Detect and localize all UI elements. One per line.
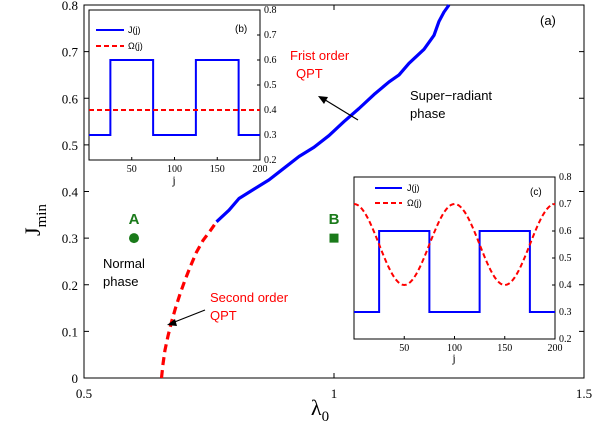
inset-b-x-tick-label: 150 (210, 164, 225, 175)
second-order-label-line1: Second order (210, 290, 289, 305)
main-y-tick-label: 0.2 (62, 278, 78, 293)
legend-c-label-1: J(j) (407, 183, 420, 193)
main-y-tick-label: 0 (72, 371, 79, 386)
inset-b-legend: J(j) Ω(j) (96, 25, 143, 51)
main-y-tick-label: 0.8 (62, 0, 78, 13)
inset-c-y-tick-label: 0.3 (559, 307, 572, 318)
inset-c-x-tick-label: 200 (548, 343, 563, 354)
inset-b-y-tick-label: 0.4 (264, 105, 277, 116)
inset-b-y-tick-label: 0.6 (264, 55, 277, 66)
first-order-label-line2: QPT (296, 66, 323, 81)
x-axis-label-sub: 0 (322, 409, 330, 425)
inset-c-y-tick-label: 0.5 (559, 253, 572, 264)
normal-phase-line2: phase (103, 274, 138, 289)
point-a-marker (129, 233, 139, 244)
inset-b-x-tick-label: 100 (167, 164, 182, 175)
inset-c-x-tick-label: 100 (447, 343, 462, 354)
inset-c-legend: J(j) Ω(j) (375, 183, 422, 208)
main-x-tick-label: 0.5 (76, 386, 92, 401)
y-axis-label-sub: min (34, 204, 50, 228)
point-b-marker (329, 233, 339, 243)
inset-c-y-tick-label: 0.4 (559, 280, 572, 291)
legend-b-label-1: J(j) (128, 25, 141, 35)
main-y-tick-label: 0.3 (62, 231, 78, 246)
main-y-tick-label: 0.1 (62, 324, 78, 339)
second-order-label-line2: QPT (210, 308, 237, 323)
main-x-tick-label: 1 (331, 386, 338, 401)
panel-b-tag: (b) (235, 24, 247, 35)
inset-b-y-tick-label: 0.2 (264, 155, 277, 166)
second-order-curve (159, 220, 218, 379)
inset-b-y-tick-label: 0.5 (264, 80, 277, 91)
inset-c-y-tick-label: 0.6 (559, 226, 572, 237)
main-y-tick-label: 0.5 (62, 138, 78, 153)
second-order-arrow-line (171, 309, 206, 324)
inset-c-j-curve (354, 230, 555, 313)
point-b-label: B (329, 211, 340, 228)
y-axis-label: Jmin (20, 204, 50, 236)
inset-b-xlabel: j (171, 173, 175, 187)
main-y-tick-label: 0.6 (62, 91, 79, 106)
main-y-tick-label: 0.7 (62, 45, 79, 60)
first-order-arrow-head (318, 96, 328, 104)
inset-b-y-tick-label: 0.3 (264, 130, 277, 141)
main-ticks: 0.5 1 1.5 0 0.1 0.2 0.3 0.4 0.5 0.6 0.7 0.8 (62, 0, 592, 401)
point-a-label: A (129, 211, 140, 228)
y-axis-label-base: J (20, 227, 45, 236)
second-order-arrow-head (167, 319, 177, 326)
inset-b-x-tick-label: 200 (253, 164, 268, 175)
inset-b-series (89, 59, 260, 136)
inset-b-y-tick-label: 0.8 (264, 5, 277, 16)
x-axis-label: λ0 (311, 395, 329, 425)
first-order-label-line1: Frist order (290, 48, 350, 63)
legend-c-label-2: Ω(j) (407, 198, 422, 208)
first-order-curve (215, 4, 451, 223)
inset-c-x-tick-label: 150 (497, 343, 512, 354)
inset-c-x-tick-label: 50 (399, 343, 409, 354)
panel-c-tag: (c) (530, 187, 542, 198)
inset-c-y-tick-label: 0.7 (559, 199, 572, 210)
inset-b-j-curve (89, 59, 260, 136)
main-series (159, 4, 451, 379)
panel-a-tag: (a) (540, 13, 556, 28)
main-y-tick-label: 0.4 (62, 185, 79, 200)
inset-c-y-tick-label: 0.2 (559, 334, 572, 345)
inset-c-omega-curve (353, 202, 556, 287)
main-x-tick-label: 1.5 (576, 386, 592, 401)
inset-c-xlabel: j (451, 351, 455, 365)
first-order-arrow-line (321, 97, 359, 121)
super-radiant-line1: Super−radiant (410, 88, 492, 103)
x-axis-label-base: λ (311, 395, 322, 420)
super-radiant-line2: phase (410, 106, 445, 121)
normal-phase-line1: Normal (103, 256, 145, 271)
inset-c-y-tick-label: 0.8 (559, 172, 572, 183)
inset-b-y-tick-label: 0.7 (264, 30, 277, 41)
inset-c-series (353, 202, 556, 313)
legend-b-label-2: Ω(j) (128, 41, 143, 51)
inset-b-x-tick-label: 50 (127, 164, 137, 175)
